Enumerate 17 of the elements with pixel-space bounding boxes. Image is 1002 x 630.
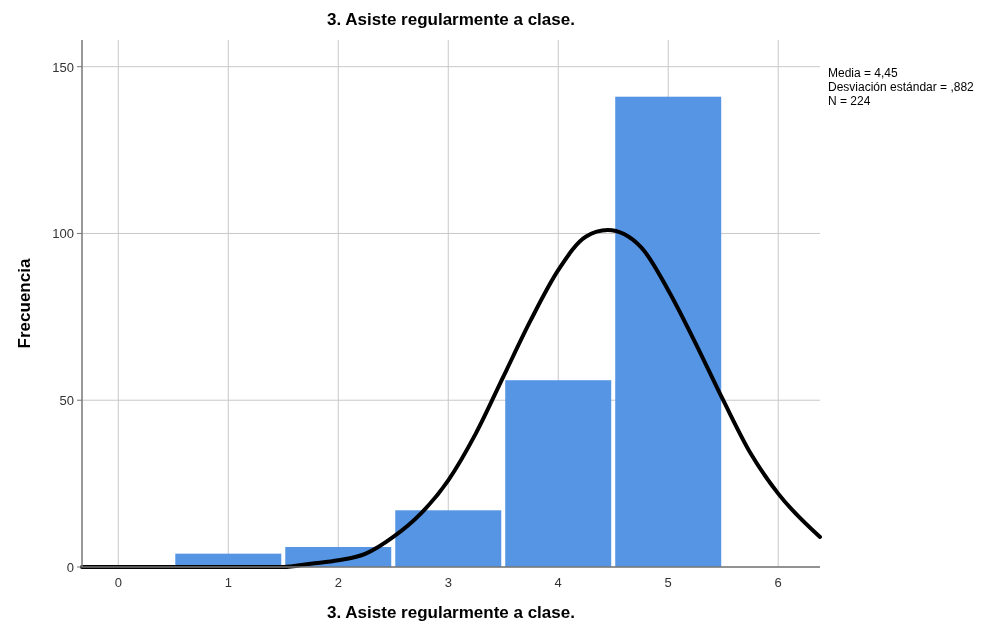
x-tick-label: 6	[774, 575, 782, 590]
text: Desviación estándar = ,882	[828, 80, 975, 94]
x-tick-label: 1	[224, 575, 232, 590]
x-tick-label: 4	[554, 575, 562, 590]
y-axis-title: Frecuencia	[15, 258, 34, 349]
y-tick-label: 150	[52, 59, 74, 75]
chart-title: 3. Asiste regularmente a clase.	[327, 10, 575, 29]
y-tick-label: 100	[52, 226, 74, 242]
x-axis-title: 3. Asiste regularmente a clase.	[327, 603, 575, 622]
y-tick-label: 0	[66, 560, 74, 575]
x-tick-label: 2	[334, 575, 342, 590]
text: Media = 4,45	[828, 66, 899, 80]
x-tick-label: 3	[444, 575, 452, 590]
text: N = 224	[828, 94, 871, 108]
x-tick-label: 5	[664, 575, 672, 590]
y-tick-label: 50	[59, 393, 74, 409]
x-tick-label: 0	[114, 575, 122, 590]
